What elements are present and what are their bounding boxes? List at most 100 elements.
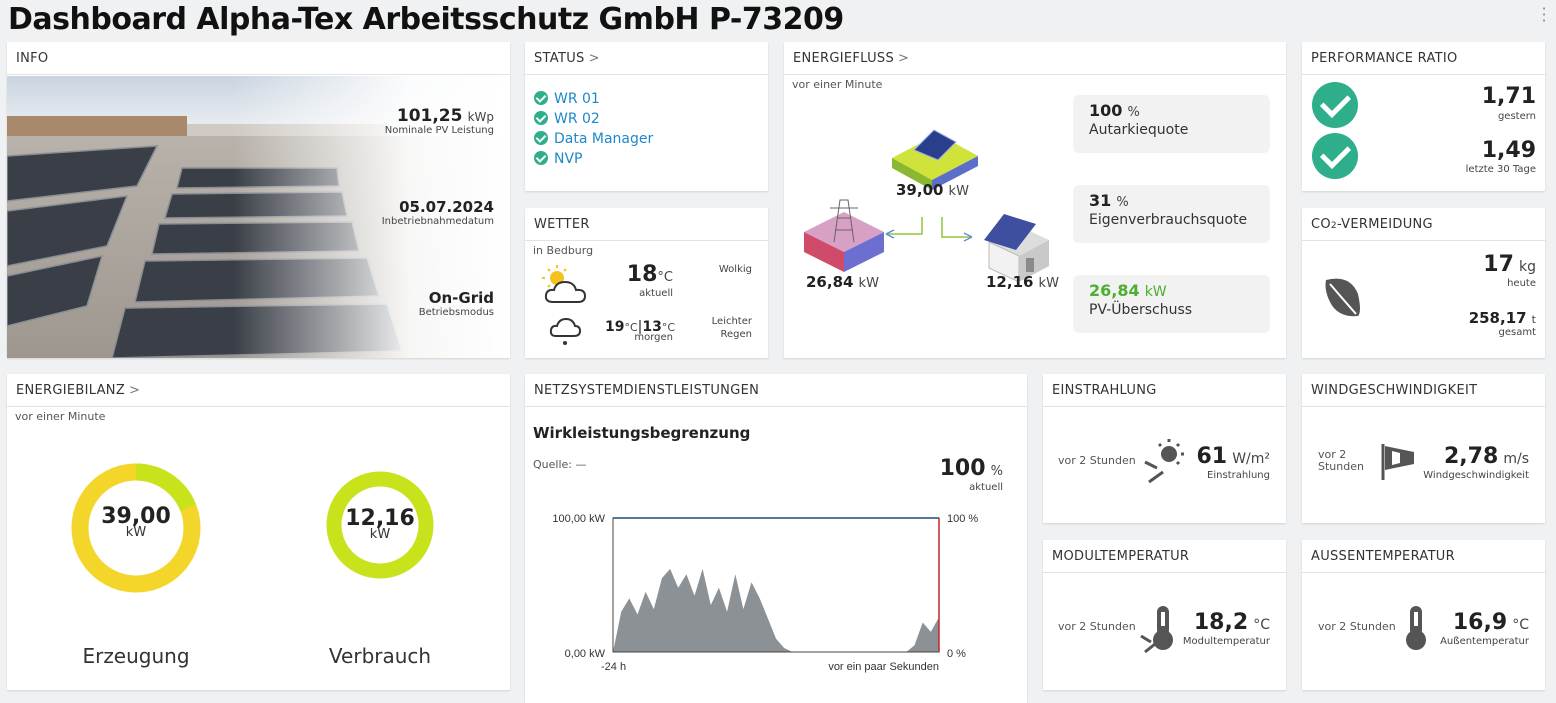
limit-current-value: 100 bbox=[939, 456, 986, 481]
wind-header: WINDGESCHWINDIGKEIT bbox=[1302, 374, 1545, 407]
consumption-donut bbox=[326, 471, 434, 579]
chevron-right-icon[interactable]: > bbox=[898, 51, 910, 66]
current-temp-unit: °C bbox=[657, 270, 673, 285]
power-area bbox=[613, 568, 939, 652]
house-power-unit: kW bbox=[1038, 276, 1059, 291]
co2-today-label: heute bbox=[1507, 278, 1536, 289]
pv-surplus-value: 26,84 bbox=[1089, 281, 1140, 300]
irradiance-timestamp: vor 2 Stunden bbox=[1058, 454, 1136, 467]
chevron-right-icon[interactable]: > bbox=[588, 51, 600, 66]
sun-cloud-icon bbox=[542, 265, 587, 303]
outside-temp-header: AUSSENTEMPERATUR bbox=[1302, 540, 1545, 573]
status-header: STATUS bbox=[534, 51, 585, 66]
consumption-label: Verbrauch bbox=[328, 644, 432, 668]
more-menu-icon[interactable]: · · · bbox=[1541, 0, 1547, 30]
outside-temp-timestamp: vor 2 Stunden bbox=[1318, 620, 1396, 633]
wind-value: 2,78 bbox=[1443, 444, 1499, 469]
pr-month-value: 1,49 bbox=[1481, 138, 1536, 163]
wind-card: WINDGESCHWINDIGKEIT vor 2 Stunden 2,78 m… bbox=[1302, 374, 1545, 523]
autarky-value: 100 bbox=[1089, 101, 1123, 120]
module-temp-header: MODULTEMPERATUR bbox=[1043, 540, 1286, 573]
status-header-link[interactable]: STATUS > bbox=[525, 42, 768, 75]
energy-flow-card: ENERGIEFLUSS > vor einer Minute 39,00 kW bbox=[784, 42, 1286, 358]
autarky-unit: % bbox=[1127, 105, 1140, 120]
energy-balance-header: ENERGIEBILANZ bbox=[16, 383, 126, 398]
windsock-icon bbox=[1381, 444, 1414, 480]
co2-today-unit: kg bbox=[1519, 259, 1536, 275]
irradiance-header: EINSTRAHLUNG bbox=[1043, 374, 1286, 407]
energy-balance-timestamp: vor einer Minute bbox=[15, 410, 106, 423]
tomorrow-high-unit: °C bbox=[624, 321, 638, 334]
limit-current-label: aktuell bbox=[969, 482, 1003, 493]
pv-power-value: 39,00 bbox=[896, 181, 944, 199]
current-label: aktuell bbox=[639, 288, 673, 299]
autarky-tile: 100 % Autarkiequote bbox=[1073, 95, 1270, 153]
co2-total-label: gesamt bbox=[1498, 327, 1537, 338]
weather-header: WETTER bbox=[525, 208, 768, 241]
grid-power-unit: kW bbox=[858, 276, 879, 291]
tomorrow-label: morgen bbox=[634, 332, 673, 343]
co2-total-unit: t bbox=[1531, 313, 1536, 326]
today-desc: Wolkig bbox=[718, 264, 752, 275]
pr-yesterday-label: gestern bbox=[1497, 111, 1536, 122]
pv-surplus-label: PV-Überschuss bbox=[1089, 302, 1193, 318]
chart-source: Quelle: — bbox=[533, 458, 587, 471]
check-circle-icon bbox=[534, 91, 548, 105]
commissioning-date: 05.07.2024 bbox=[399, 198, 494, 216]
outside-temp-value: 16,9 bbox=[1452, 610, 1508, 635]
chevron-right-icon[interactable]: > bbox=[129, 383, 141, 398]
check-circle-icon bbox=[534, 131, 548, 145]
irradiance-card: EINSTRAHLUNG vor 2 Stunden 61 W/m² Einst… bbox=[1043, 374, 1286, 523]
solar-panel-icon bbox=[892, 129, 978, 190]
performance-ratio-card: PERFORMANCE RATIO 1,71 gestern 1,49 letz… bbox=[1302, 42, 1545, 191]
x-axis-end-label: vor ein paar Sekunden bbox=[828, 661, 939, 673]
tomorrow-low-unit: °C bbox=[661, 321, 676, 334]
check-circle-icon bbox=[534, 111, 548, 125]
status-item[interactable]: WR 02 bbox=[534, 109, 759, 129]
module-thermometer-icon bbox=[1140, 606, 1173, 654]
self-consumption-value: 31 bbox=[1089, 191, 1112, 210]
status-item[interactable]: NVP bbox=[534, 149, 759, 169]
generation-donut bbox=[71, 463, 201, 593]
wind-timestamp-line1: vor 2 bbox=[1318, 448, 1347, 461]
pr-month-label: letzte 30 Tage bbox=[1465, 164, 1536, 175]
check-circle-icon bbox=[534, 151, 548, 165]
performance-header: PERFORMANCE RATIO bbox=[1302, 42, 1545, 75]
operating-mode: On-Grid bbox=[428, 289, 494, 307]
wind-timestamp-line2: Stunden bbox=[1318, 460, 1364, 473]
pv-roof-photo bbox=[7, 76, 510, 358]
energy-flow-header-link[interactable]: ENERGIEFLUSS > bbox=[784, 42, 1286, 75]
energy-balance-card: ENERGIEBILANZ > vor einer Minute 39,00 kW… bbox=[7, 374, 510, 690]
energy-balance-header-link[interactable]: ENERGIEBILANZ > bbox=[7, 374, 510, 407]
rain-cloud-icon bbox=[549, 317, 582, 345]
y-axis-bottom-left-label: 0,00 kW bbox=[565, 648, 606, 660]
outside-temp-card: AUSSENTEMPERATUR vor 2 Stunden 16,9 °C A… bbox=[1302, 540, 1545, 690]
y-axis-top-left-label: 100,00 kW bbox=[552, 513, 605, 525]
autarky-label: Autarkiequote bbox=[1089, 122, 1189, 138]
tomorrow-low: 13 bbox=[642, 319, 662, 335]
irradiance-unit: W/m² bbox=[1232, 451, 1270, 467]
page-title: Dashboard Alpha-Tex Arbeitsschutz GmbH P… bbox=[8, 2, 844, 37]
module-temp-card: MODULTEMPERATUR vor 2 Stunden 18,2 °C Mo… bbox=[1043, 540, 1286, 690]
pv-surplus-unit: kW bbox=[1144, 284, 1167, 300]
tomorrow-desc-line1: Leichter bbox=[711, 316, 752, 327]
consumption-unit: kW bbox=[369, 527, 391, 542]
energy-flow-timestamp: vor einer Minute bbox=[792, 78, 883, 91]
irradiance-value: 61 bbox=[1196, 444, 1228, 469]
weather-location: in Bedburg bbox=[533, 244, 594, 257]
module-temp-unit: °C bbox=[1253, 617, 1270, 633]
limit-current-unit: % bbox=[990, 464, 1003, 479]
grid-power-value: 26,84 bbox=[806, 273, 854, 291]
wind-unit: m/s bbox=[1503, 451, 1529, 467]
status-item[interactable]: WR 01 bbox=[534, 89, 759, 109]
co2-card: CO2-VERMEIDUNG 17 kg heute 258,17 t gesa… bbox=[1302, 208, 1545, 358]
tomorrow-desc-line2: Regen bbox=[720, 329, 753, 340]
kwp-label: Nominale PV Leistung bbox=[384, 125, 494, 136]
generation-value: 39,00 bbox=[101, 504, 171, 529]
status-card: STATUS > WR 01 WR 02 Data Manager NVP bbox=[525, 42, 768, 191]
energy-flow-diagram bbox=[804, 129, 1049, 283]
house-icon bbox=[984, 214, 1049, 283]
co2-today-value: 17 bbox=[1483, 252, 1514, 277]
outside-temp-label: Außentemperatur bbox=[1440, 636, 1529, 647]
status-item[interactable]: Data Manager bbox=[534, 129, 759, 149]
